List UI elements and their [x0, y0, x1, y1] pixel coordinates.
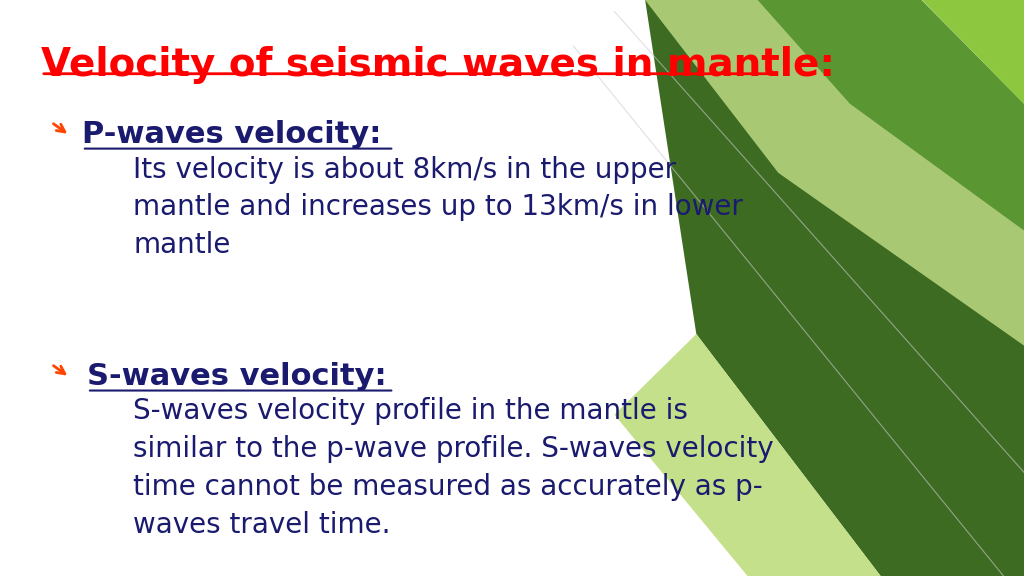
Polygon shape [614, 334, 881, 576]
Text: P-waves velocity:: P-waves velocity: [82, 120, 381, 149]
Text: Velocity of seismic waves in mantle:: Velocity of seismic waves in mantle: [41, 46, 835, 84]
Polygon shape [922, 0, 1024, 104]
Text: S-waves velocity profile in the mantle is
similar to the p-wave profile. S-waves: S-waves velocity profile in the mantle i… [133, 397, 774, 539]
Polygon shape [645, 0, 1024, 576]
Text: Its velocity is about 8km/s in the upper
mantle and increases up to 13km/s in lo: Its velocity is about 8km/s in the upper… [133, 156, 743, 259]
Polygon shape [758, 0, 1024, 230]
Polygon shape [645, 0, 1024, 346]
Text: S-waves velocity:: S-waves velocity: [87, 362, 387, 391]
